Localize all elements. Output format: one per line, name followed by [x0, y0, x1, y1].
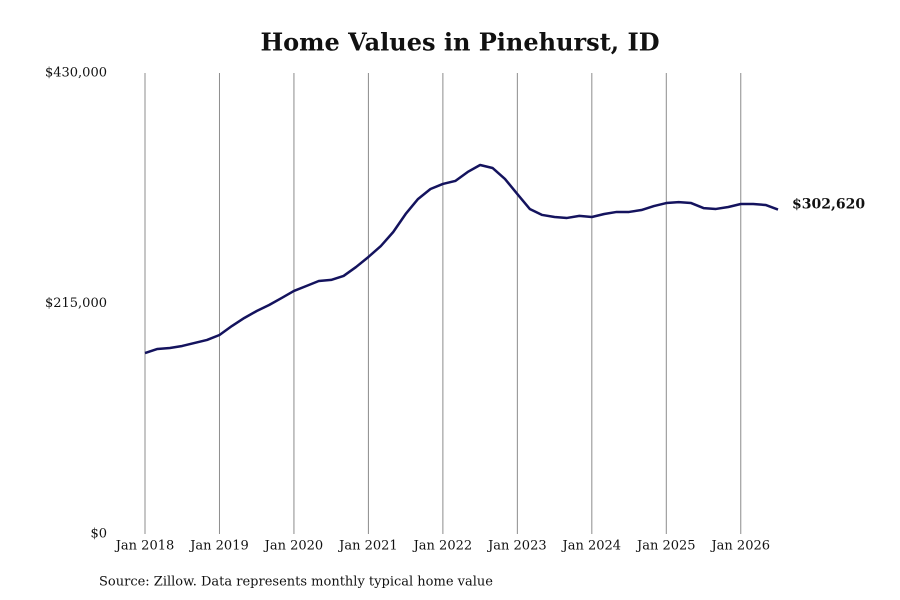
value-label: $302,620: [792, 197, 865, 213]
y-tick-label: $430,000: [45, 66, 107, 81]
x-tick-label: Jan 2026: [709, 539, 770, 554]
x-tick-label: Jan 2019: [188, 539, 249, 554]
x-tick-label: Jan 2025: [635, 539, 696, 554]
series-line: [144, 163, 779, 355]
x-tick-label: Jan 2023: [486, 539, 547, 554]
y-tick-label: $0: [90, 527, 107, 542]
chart-title: Home Values in Pinehurst, ID: [260, 28, 659, 57]
x-tick-label: Jan 2018: [114, 539, 175, 554]
x-tick-label: Jan 2022: [412, 539, 473, 554]
x-tick-label: Jan 2020: [263, 539, 324, 554]
x-tick-label: Jan 2024: [561, 539, 622, 554]
y-tick-label: $215,000: [45, 296, 107, 311]
x-tick-label: Jan 2021: [337, 539, 398, 554]
source-note: Source: Zillow. Data represents monthly …: [99, 575, 493, 590]
